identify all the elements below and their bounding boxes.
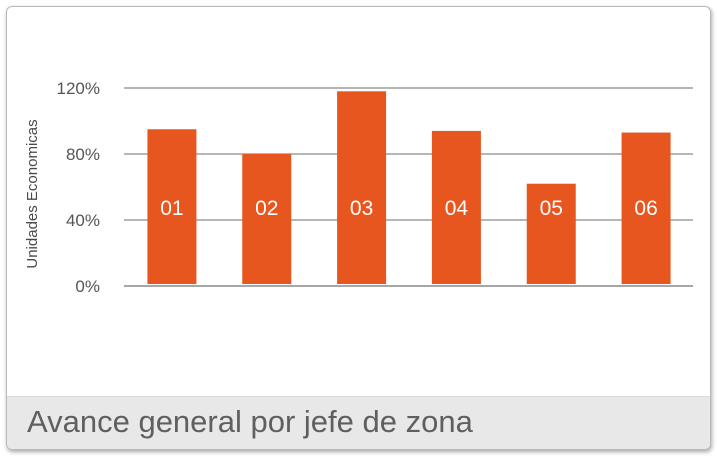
bar-category-label: 01 — [160, 197, 183, 220]
chart-title: Avance general por jefe de zona — [27, 404, 473, 439]
bar-category-label: 03 — [350, 197, 373, 220]
bar-labels: 01 02 03 04 05 06 — [160, 197, 658, 220]
bar-category-label: 02 — [255, 197, 278, 220]
bars — [147, 91, 671, 284]
y-axis-label: Unidades Economicas — [24, 119, 41, 268]
bar — [147, 129, 197, 284]
bar-category-label: 06 — [634, 197, 657, 220]
bar — [337, 91, 387, 284]
chart-card: 0% 40% 80% 120% 01 02 03 04 05 06 Unidades Econo… — [6, 6, 711, 450]
footer-bar: Avance general por jefe de zona — [7, 396, 710, 449]
y-tick-label: 120% — [57, 79, 100, 98]
bar — [526, 183, 576, 284]
bar-category-label: 04 — [445, 197, 469, 220]
bar — [621, 132, 671, 284]
bar-chart: 0% 40% 80% 120% 01 02 03 04 05 06 Unidades Econo… — [24, 79, 693, 296]
gridlines — [124, 87, 693, 287]
bar-category-label: 05 — [540, 197, 563, 220]
bar — [242, 154, 292, 284]
y-tick-label: 80% — [66, 145, 100, 164]
y-axis-ticks: 0% 40% 80% 120% — [57, 79, 100, 296]
y-tick-label: 40% — [66, 211, 100, 230]
bar — [431, 130, 481, 284]
y-tick-label: 0% — [75, 277, 100, 296]
